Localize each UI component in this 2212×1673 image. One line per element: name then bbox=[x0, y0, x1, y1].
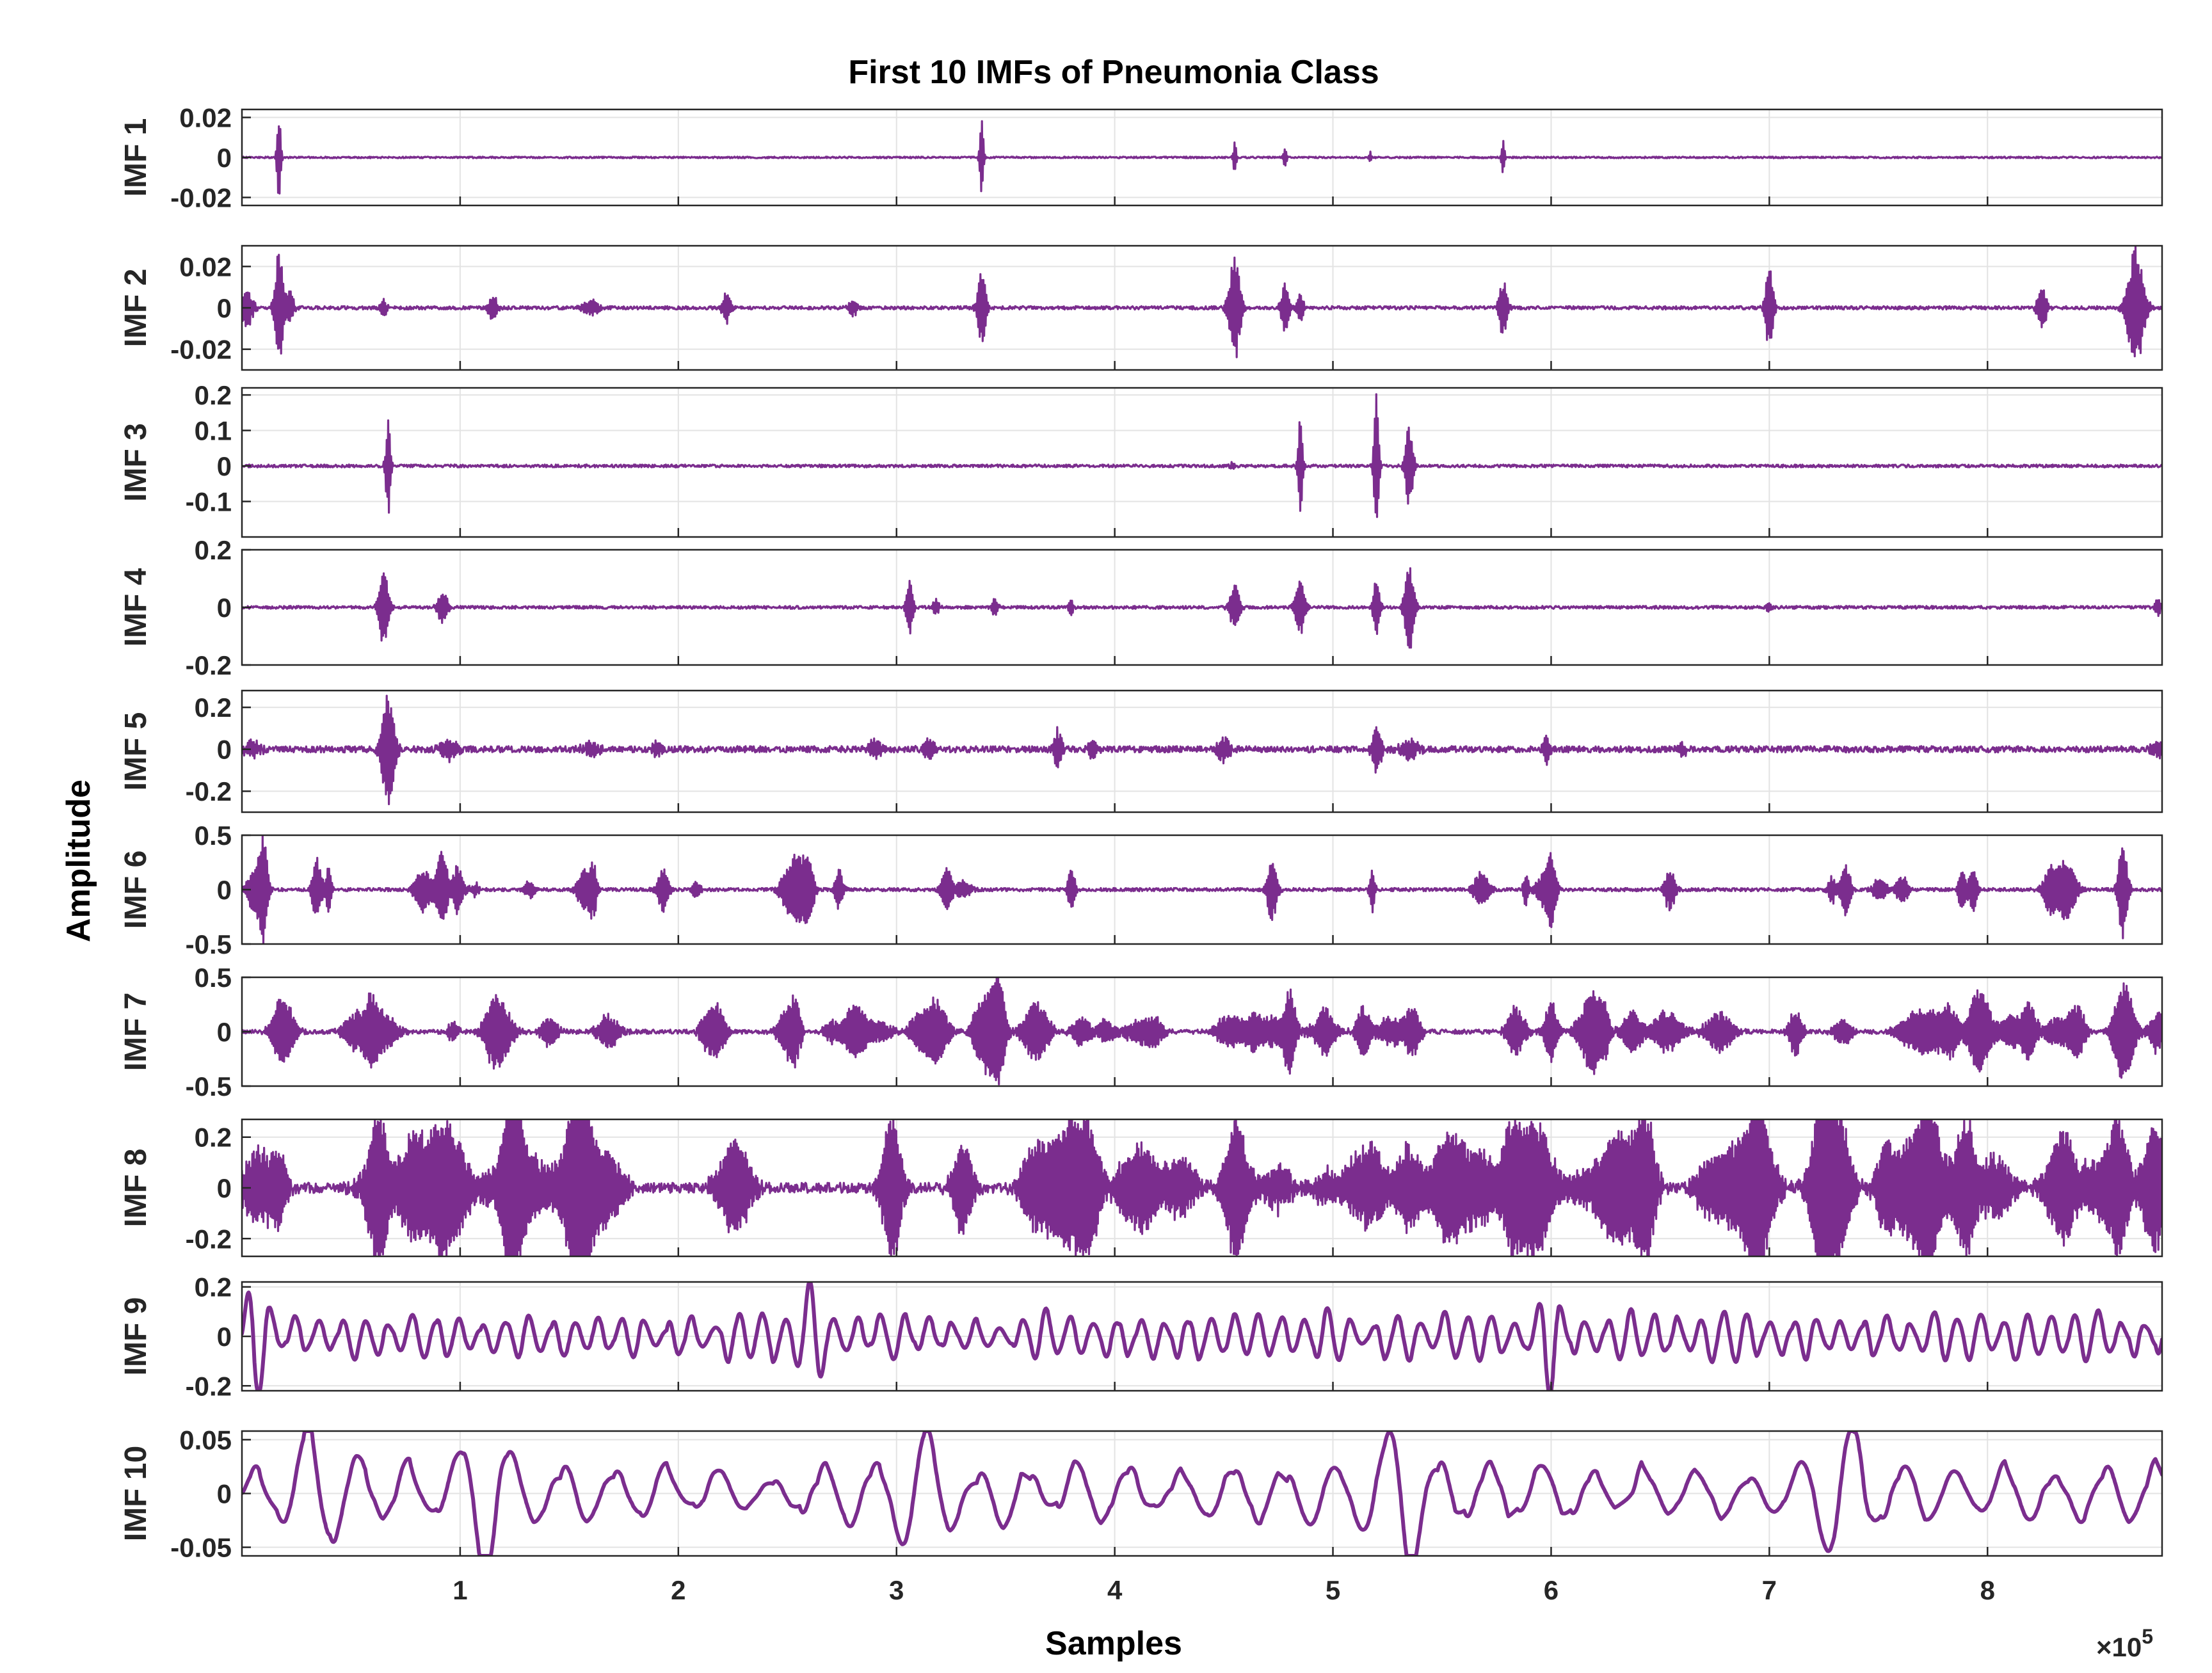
imf-1-y-tick-label: 0.02 bbox=[179, 103, 232, 133]
imf-5-trace bbox=[242, 694, 2162, 806]
x-axis-label: Samples bbox=[1045, 1625, 1182, 1662]
imf-8-y-tick-label: -0.2 bbox=[186, 1224, 232, 1254]
imf-2-y-tick-label: -0.02 bbox=[170, 335, 232, 365]
x-exponent-label: ×105 bbox=[2096, 1625, 2153, 1662]
imf-10-y-tick-label: -0.05 bbox=[170, 1533, 232, 1563]
imf-panels: 0.02 0 -0.02 IMF 1 0.02 0 -0.02 IMF 2 0.2 0.1 0 -0.… bbox=[119, 103, 2163, 1563]
imf-5-y-tick-label: -0.2 bbox=[186, 776, 232, 806]
x-tick-label: 4 bbox=[1107, 1575, 1123, 1605]
imf-9-y-tick-label: 0 bbox=[217, 1322, 232, 1352]
imf-2-y-tick-label: 0 bbox=[217, 293, 232, 323]
imf-8-trace bbox=[242, 1119, 2162, 1256]
imf-5-label: IMF 5 bbox=[119, 712, 153, 791]
imf-10-panel: 0.05 0 -0.05 IMF 10 bbox=[119, 1425, 2163, 1563]
imf-4-panel: 0.2 0 -0.2 IMF 4 bbox=[119, 535, 2163, 680]
imf-1-y-tick-label: -0.02 bbox=[170, 183, 232, 213]
imf-4-y-tick-label: -0.2 bbox=[186, 650, 232, 680]
imf-3-panel: 0.2 0.1 0 -0.1 IMF 3 bbox=[119, 380, 2163, 538]
imf-7-panel: 0.5 0 -0.5 IMF 7 bbox=[119, 963, 2163, 1101]
imf-6-panel: 0.5 0 -0.5 IMF 6 bbox=[119, 820, 2163, 959]
imf-2-y-tick-label: 0.02 bbox=[179, 252, 232, 282]
imf-9-y-tick-label: -0.2 bbox=[186, 1371, 232, 1401]
imf-8-label: IMF 8 bbox=[119, 1149, 153, 1228]
imf-8-panel: 0.2 0 -0.2 IMF 8 bbox=[119, 1118, 2163, 1258]
imf-2-label: IMF 2 bbox=[119, 269, 153, 348]
imf-1-label: IMF 1 bbox=[119, 118, 153, 197]
imf-10-y-tick-label: 0 bbox=[217, 1479, 232, 1509]
x-tick-label: 1 bbox=[453, 1575, 467, 1605]
imf-8-y-tick-label: 0 bbox=[217, 1173, 232, 1203]
imf-3-y-tick-label: 0.1 bbox=[195, 416, 232, 446]
imf-7-trace bbox=[242, 977, 2162, 1085]
x-exponent-power: 5 bbox=[2142, 1625, 2153, 1648]
imf-3-y-tick-label: 0 bbox=[217, 451, 232, 481]
x-exponent-base: ×10 bbox=[2096, 1632, 2142, 1662]
imf-3-y-tick-label: 0.2 bbox=[195, 380, 232, 410]
y-axis-label: Amplitude bbox=[60, 780, 97, 942]
imf-7-y-tick-label: -0.5 bbox=[186, 1071, 232, 1101]
imf-3-label: IMF 3 bbox=[119, 423, 153, 502]
imf-1-trace bbox=[242, 120, 2162, 195]
imf-2-panel: 0.02 0 -0.02 IMF 2 bbox=[119, 244, 2163, 371]
imf-6-trace bbox=[242, 835, 2162, 944]
imf-6-y-tick-label: 0.5 bbox=[195, 820, 232, 851]
imf-10-label: IMF 10 bbox=[119, 1446, 153, 1541]
imf-7-y-tick-label: 0.5 bbox=[195, 963, 232, 993]
imf-1-panel: 0.02 0 -0.02 IMF 1 bbox=[119, 103, 2163, 213]
imf-1-y-tick-label: 0 bbox=[217, 143, 232, 173]
imf-2-trace bbox=[242, 246, 2162, 358]
imf-4-y-tick-label: 0.2 bbox=[195, 535, 232, 565]
x-tick-label: 3 bbox=[889, 1575, 904, 1605]
imf-5-y-tick-label: 0.2 bbox=[195, 692, 232, 723]
imf-5-axes-frame bbox=[241, 689, 2163, 813]
imf-9-y-tick-label: 0.2 bbox=[195, 1272, 232, 1302]
imf-3-trace bbox=[242, 393, 2162, 518]
imf-10-trace bbox=[242, 1431, 2162, 1556]
imf-7-y-tick-label: 0 bbox=[217, 1017, 232, 1047]
x-tick-label: 7 bbox=[1762, 1575, 1777, 1605]
x-tick-labels: 1 2 3 4 5 6 7 8 bbox=[453, 1575, 1995, 1605]
x-tick-label: 5 bbox=[1326, 1575, 1340, 1605]
imf-6-y-tick-label: 0 bbox=[217, 875, 232, 905]
imf-9-panel: 0.2 0 -0.2 IMF 9 bbox=[119, 1272, 2163, 1401]
imf-10-y-tick-label: 0.05 bbox=[179, 1425, 232, 1455]
imf-4-label: IMF 4 bbox=[119, 568, 153, 646]
imf-9-trace bbox=[242, 1282, 2162, 1391]
imf-6-y-tick-label: -0.5 bbox=[186, 929, 232, 959]
x-tick-label: 8 bbox=[1980, 1575, 1995, 1605]
imf-3-axes-frame bbox=[241, 387, 2163, 538]
imf-5-panel: 0.2 0 -0.2 IMF 5 bbox=[119, 689, 2163, 813]
imf-7-label: IMF 7 bbox=[119, 993, 153, 1071]
imf-4-trace bbox=[242, 567, 2162, 649]
imf-4-y-tick-label: 0 bbox=[217, 593, 232, 623]
imf-9-label: IMF 9 bbox=[119, 1297, 153, 1376]
x-tick-label: 2 bbox=[671, 1575, 685, 1605]
imf-8-y-tick-label: 0.2 bbox=[195, 1123, 232, 1153]
x-tick-label: 6 bbox=[1544, 1575, 1559, 1605]
imf-6-label: IMF 6 bbox=[119, 851, 153, 929]
imf-3-y-tick-label: -0.1 bbox=[186, 487, 232, 517]
imf-5-y-tick-label: 0 bbox=[217, 735, 232, 765]
chart-title: First 10 IMFs of Pneumonia Class bbox=[848, 54, 1379, 91]
